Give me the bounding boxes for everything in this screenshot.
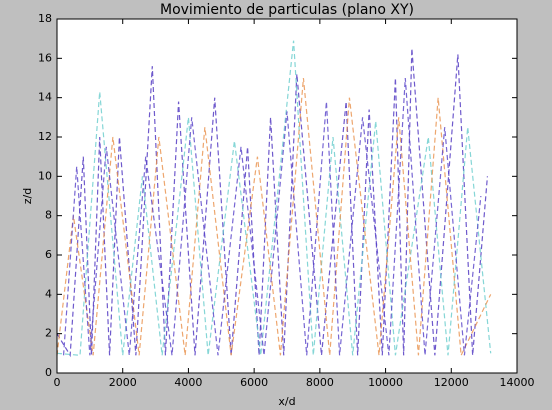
trajectory-line [56,40,492,356]
x-tick-label: 10000 [368,376,403,389]
y-tick-label: 16 [38,51,52,64]
trajectory-line [56,77,492,358]
y-tick-label: 0 [45,366,52,379]
x-tick-label: 14000 [500,376,535,389]
plot-frame [56,18,518,374]
y-tick-label: 8 [45,209,52,222]
x-tick-label: 8000 [306,376,334,389]
x-tick-label: 0 [54,376,61,389]
x-tick-label: 12000 [434,376,469,389]
trajectory-line [56,48,489,358]
trajectory-line [62,77,482,356]
y-tick-label: 12 [38,130,52,143]
y-tick-label: 14 [38,91,52,104]
y-tick-label: 18 [38,12,52,25]
y-tick-label: 4 [45,287,52,300]
y-tick-label: 2 [45,327,52,340]
plot-area [57,19,517,373]
y-axis-label: z/d [21,188,34,204]
x-axis-label: x/d [278,395,295,408]
x-tick-label: 6000 [240,376,268,389]
chart-title: Movimiento de particulas (plano XY) [160,2,414,18]
y-tick-label: 10 [38,169,52,182]
x-tick-label: 4000 [174,376,202,389]
y-tick-label: 6 [45,248,52,261]
x-tick-label: 2000 [109,376,137,389]
